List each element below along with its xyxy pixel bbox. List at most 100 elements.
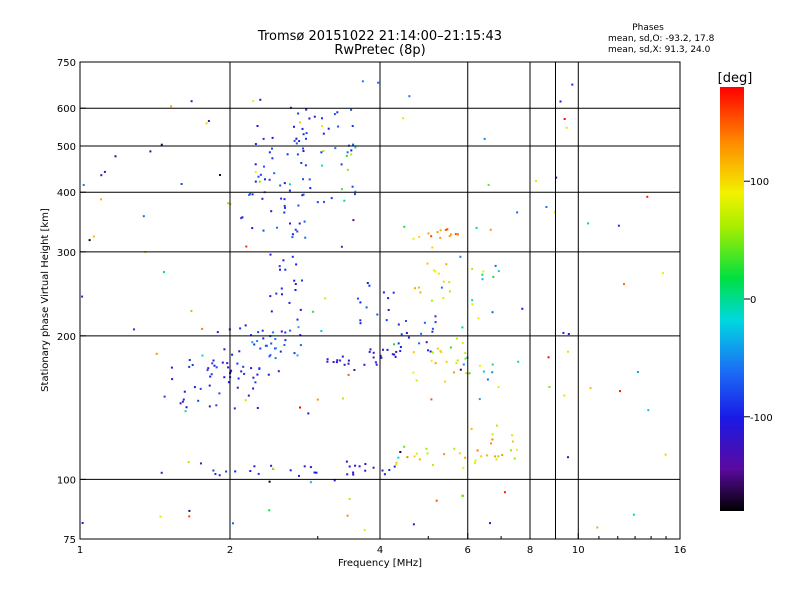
data-point	[316, 398, 319, 401]
y-tick-label: 750	[57, 58, 76, 69]
data-point	[199, 387, 202, 390]
data-point	[490, 442, 493, 445]
data-point	[171, 378, 174, 381]
data-point	[133, 328, 135, 331]
data-point	[445, 263, 448, 266]
data-point	[476, 449, 479, 452]
data-point	[358, 465, 361, 468]
data-point	[305, 108, 308, 111]
data-point	[326, 358, 329, 361]
data-point	[479, 364, 481, 367]
data-point	[426, 452, 429, 455]
data-point	[336, 111, 339, 114]
data-point	[491, 433, 494, 436]
data-point	[270, 210, 273, 213]
data-point	[431, 330, 434, 333]
data-point	[372, 356, 375, 359]
data-point	[254, 180, 257, 183]
data-point	[571, 83, 574, 86]
data-point	[471, 303, 474, 306]
data-point	[439, 229, 442, 232]
data-point	[397, 323, 400, 326]
data-point	[275, 292, 278, 295]
data-point	[462, 466, 465, 469]
data-point	[425, 341, 428, 344]
data-point	[221, 361, 224, 364]
data-point	[262, 137, 265, 140]
data-point	[302, 193, 305, 196]
data-point	[170, 366, 173, 369]
data-point	[252, 100, 255, 103]
data-point	[281, 293, 283, 296]
data-point	[184, 410, 187, 413]
data-point	[464, 357, 467, 360]
data-point	[298, 474, 300, 477]
data-point	[271, 157, 274, 160]
data-point	[413, 287, 416, 290]
data-point	[437, 272, 440, 275]
data-point	[240, 370, 243, 373]
data-point	[170, 105, 173, 108]
data-point	[234, 470, 237, 473]
data-point	[253, 465, 256, 468]
data-point	[179, 402, 182, 405]
colorbar-tick-label: 100	[750, 177, 769, 188]
data-point	[402, 117, 405, 120]
data-point	[254, 171, 257, 173]
data-point	[188, 359, 191, 361]
data-point	[244, 399, 247, 402]
data-point	[400, 333, 403, 336]
data-point	[475, 226, 478, 229]
data-point	[201, 354, 204, 357]
data-point	[347, 373, 350, 376]
data-point	[494, 455, 497, 458]
data-point	[272, 331, 275, 334]
data-point	[213, 364, 216, 367]
data-point	[264, 344, 267, 347]
data-point	[415, 452, 418, 455]
data-point	[289, 329, 292, 332]
data-point	[442, 296, 445, 299]
data-point	[418, 235, 421, 238]
data-point	[341, 397, 344, 400]
data-point	[353, 369, 356, 371]
data-point	[277, 370, 280, 373]
data-point	[376, 313, 379, 316]
data-point	[180, 183, 183, 185]
data-point	[458, 452, 461, 455]
data-point	[188, 509, 191, 512]
data-point	[259, 347, 262, 350]
data-point	[333, 113, 336, 116]
data-point	[474, 461, 476, 464]
data-point	[448, 235, 451, 238]
data-point	[207, 367, 210, 370]
data-point	[283, 211, 286, 214]
data-point	[251, 341, 254, 344]
legend-line-x: mean, sd,X: 91.3, 24.0	[608, 45, 711, 55]
data-point	[497, 386, 500, 389]
data-point	[348, 465, 351, 468]
data-point	[302, 150, 305, 152]
data-point	[283, 182, 286, 185]
colorbar-ticks: 100 0 -100	[744, 177, 773, 424]
data-point	[251, 227, 254, 230]
data-point	[354, 146, 357, 149]
data-point	[474, 459, 477, 462]
data-point	[206, 369, 209, 372]
data-point	[412, 351, 415, 354]
data-point	[647, 409, 650, 412]
data-point	[259, 173, 262, 176]
data-point	[439, 349, 442, 352]
data-point	[272, 467, 275, 470]
data-point	[100, 198, 103, 201]
data-point	[149, 150, 152, 153]
data-point	[250, 334, 252, 336]
data-point	[316, 201, 319, 204]
data-point	[283, 204, 286, 207]
data-point	[468, 372, 471, 375]
data-point	[408, 95, 411, 98]
data-point	[185, 406, 188, 409]
data-point	[435, 499, 438, 502]
data-point	[160, 143, 163, 146]
